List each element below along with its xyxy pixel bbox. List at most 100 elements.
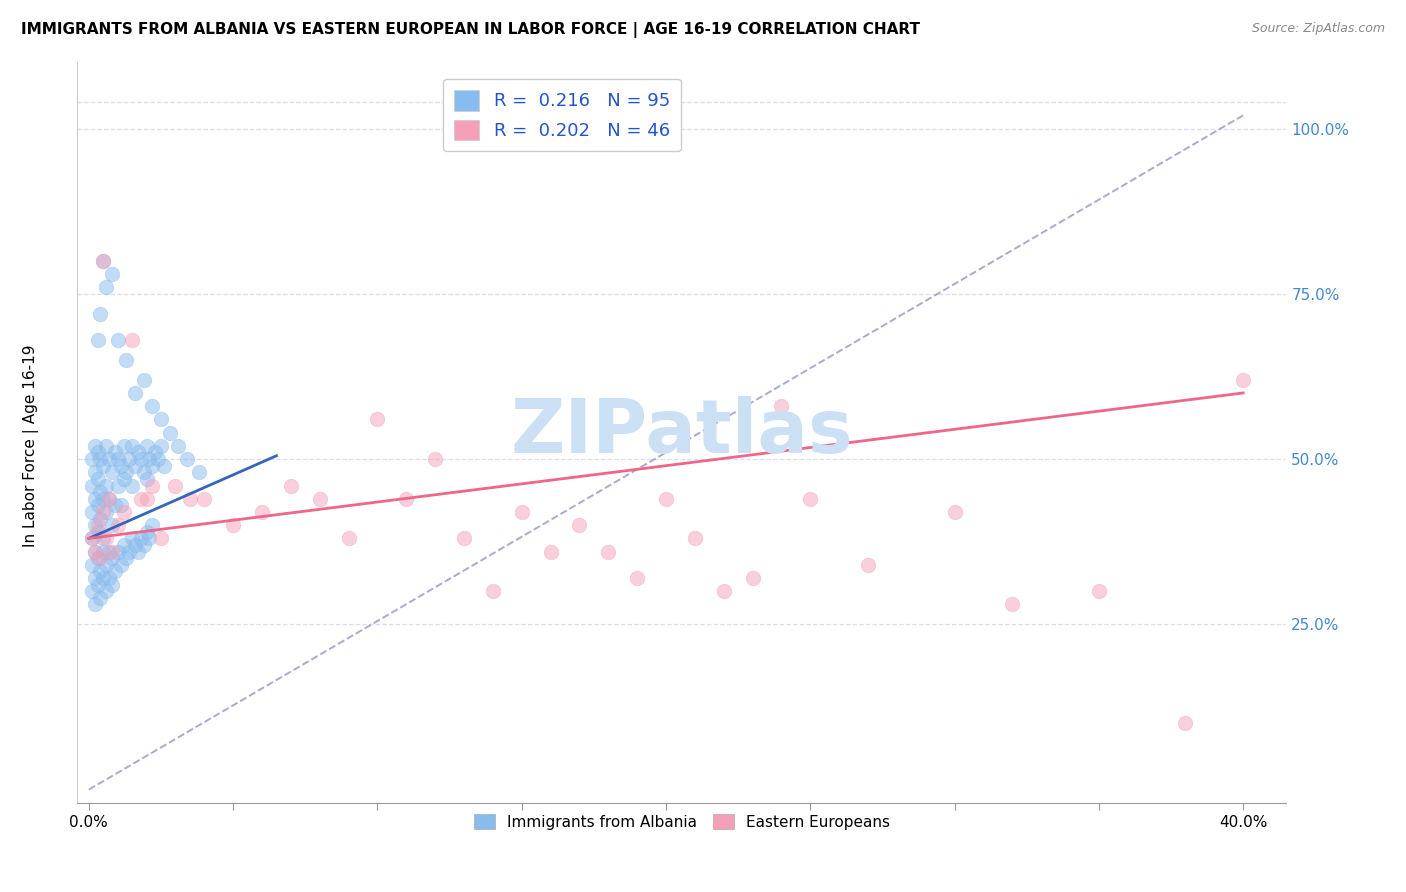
Point [98,452,121,467]
Point [107,333,129,347]
Point [655,491,678,506]
Point [96,532,118,546]
Point [150,532,173,546]
Point [510,505,533,519]
Point [80,532,103,546]
Point [453,532,475,546]
Point [89,307,111,321]
Point [80,558,103,572]
Point [167,439,190,453]
Point [129,452,152,467]
Point [112,538,135,552]
Point [121,478,143,492]
Point [741,571,763,585]
Point [141,458,163,473]
Point [101,551,124,566]
Point [86,333,108,347]
Point [179,491,201,506]
Point [193,491,215,506]
Point [96,439,118,453]
Point [91,544,114,558]
Point [101,518,124,533]
Point [366,412,388,426]
Text: In Labor Force | Age 16-19: In Labor Force | Age 16-19 [22,344,39,548]
Point [337,532,360,546]
Point [80,452,103,467]
Point [568,518,591,533]
Point [1174,716,1197,731]
Point [96,478,118,492]
Point [141,518,163,533]
Point [165,478,187,492]
Point [86,577,108,591]
Point [135,439,157,453]
Point [143,445,166,459]
Point [89,485,111,500]
Point [250,505,273,519]
Point [150,412,173,426]
Point [89,452,111,467]
Point [115,551,138,566]
Point [83,571,105,585]
Point [187,465,209,479]
Point [98,491,121,506]
Point [86,499,108,513]
Point [150,439,173,453]
Point [91,571,114,585]
Point [86,445,108,459]
Point [83,544,105,558]
Point [80,478,103,492]
Point [104,565,127,579]
Point [176,452,198,467]
Point [91,458,114,473]
Point [98,491,121,506]
Point [110,558,132,572]
Point [121,532,143,546]
Point [98,544,121,558]
Point [138,452,160,467]
Point [86,518,108,533]
Point [425,452,447,467]
Text: IMMIGRANTS FROM ALBANIA VS EASTERN EUROPEAN IN LABOR FORCE | AGE 16-19 CORRELATI: IMMIGRANTS FROM ALBANIA VS EASTERN EUROP… [21,22,920,38]
Point [129,532,152,546]
Legend: Immigrants from Albania, Eastern Europeans: Immigrants from Albania, Eastern Europea… [468,807,896,836]
Point [112,472,135,486]
Point [626,571,648,585]
Point [135,472,157,486]
Point [110,458,132,473]
Point [683,532,706,546]
Point [124,386,146,401]
Point [101,577,124,591]
Point [98,571,121,585]
Point [222,518,245,533]
Point [107,478,129,492]
Point [124,458,146,473]
Point [96,505,118,519]
Point [540,544,562,558]
Point [91,491,114,506]
Point [1001,598,1024,612]
Point [80,505,103,519]
Point [129,491,152,506]
Point [112,439,135,453]
Point [280,478,302,492]
Point [856,558,879,572]
Point [89,511,111,525]
Point [83,465,105,479]
Text: Source: ZipAtlas.com: Source: ZipAtlas.com [1251,22,1385,36]
Point [89,565,111,579]
Point [96,584,118,599]
Point [86,524,108,539]
Point [1232,373,1254,387]
Point [1088,584,1111,599]
Point [598,544,620,558]
Point [83,518,105,533]
Point [770,399,793,413]
Point [91,532,114,546]
Point [121,439,143,453]
Point [132,373,155,387]
Point [141,478,163,492]
Point [104,445,127,459]
Point [159,425,181,440]
Point [713,584,735,599]
